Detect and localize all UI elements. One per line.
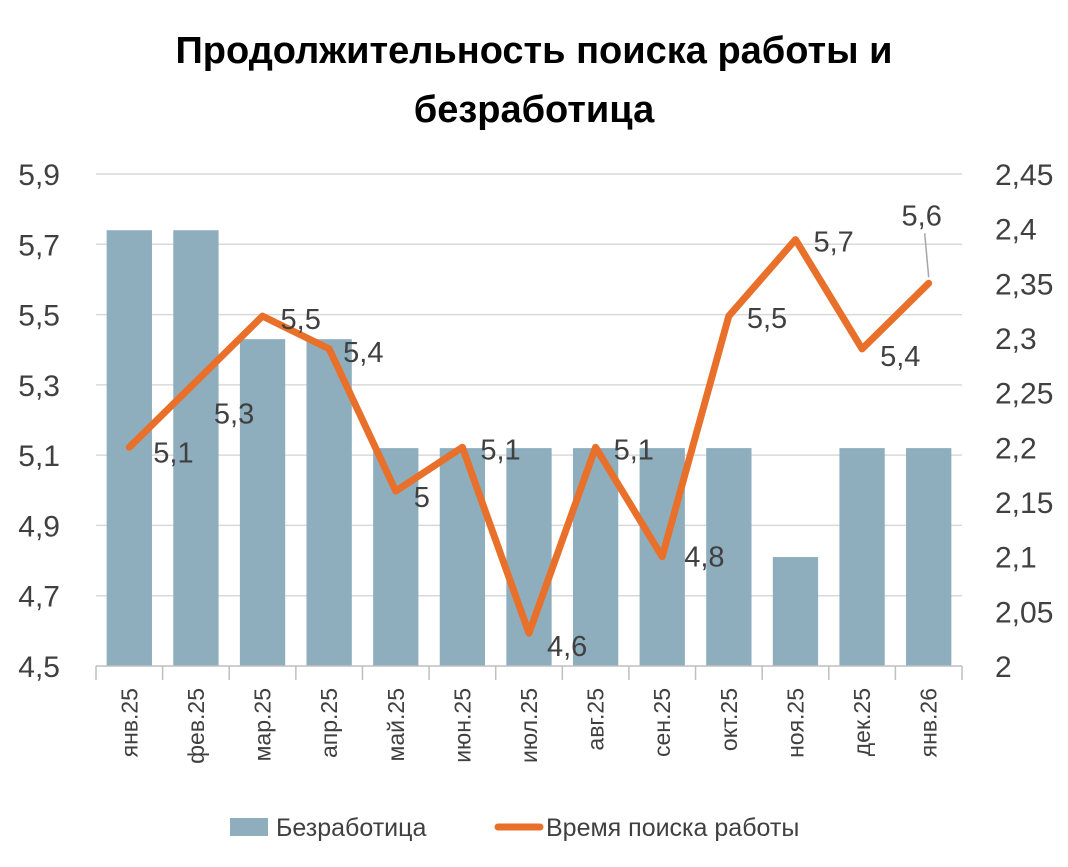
legend-label-unemployment: Безработица	[276, 814, 426, 842]
left-axis-tick-label: 4,9	[18, 510, 60, 543]
line-series-search-time	[125, 236, 933, 637]
category-label: июл.25	[516, 688, 542, 763]
line-data-label: 5,1	[153, 437, 193, 469]
line-data-label: 5	[414, 482, 430, 514]
bar	[772, 557, 819, 666]
category-label: апр.25	[316, 688, 342, 758]
category-label: ноя.25	[782, 688, 808, 758]
line-data-label: 5,4	[880, 341, 920, 373]
line-data-label: 5,7	[813, 227, 853, 259]
bar	[839, 448, 885, 666]
left-axis-tick-label: 5,5	[18, 300, 60, 333]
bar-series-unemployment	[106, 230, 952, 666]
right-axis-tick-label: 2	[995, 651, 1012, 684]
category-label: окт.25	[716, 688, 742, 751]
bar	[906, 448, 952, 666]
axes: 4,5 4,7 4,9 5,1 5,3 5,5 5,7 5,9 2 2,05 2,1 2,15 2,2 2…	[18, 159, 1053, 764]
chart-title-line-1: Продолжительность поиска работы и	[175, 30, 892, 72]
chart-title-line-2: безработица	[414, 89, 655, 131]
right-axis-tick-label: 2,1	[995, 542, 1037, 575]
category-label: дек.25	[849, 688, 875, 756]
bar	[239, 339, 286, 666]
category-label: май.25	[383, 688, 409, 761]
category-label: мар.25	[250, 688, 276, 761]
bar	[173, 230, 219, 666]
right-axis-tick-label: 2,35	[995, 268, 1053, 301]
category-label: сен.25	[649, 688, 675, 757]
bar	[706, 448, 752, 666]
left-axis-tick-label: 5,1	[18, 440, 60, 473]
left-axis-tick-label: 5,3	[18, 370, 60, 403]
right-axis-tick-label: 2,25	[995, 378, 1053, 411]
legend-label-search-time: Время поиска работы	[546, 814, 799, 842]
category-label: янв.25	[116, 688, 142, 757]
category-label: янв.26	[916, 688, 942, 757]
right-axis-tick-label: 2,15	[995, 487, 1053, 520]
line-data-label: 5,1	[480, 434, 520, 466]
line-data-label: 4,6	[547, 631, 587, 663]
line-data-label: 4,8	[684, 542, 724, 574]
right-axis-tick-label: 2,05	[995, 596, 1053, 629]
legend: Безработица Время поиска работы	[230, 814, 799, 842]
line-data-label: 5,1	[614, 434, 654, 466]
leader-line	[923, 233, 930, 278]
category-label: авг.25	[583, 688, 609, 751]
series-line	[125, 236, 933, 637]
category-label: июн.25	[449, 688, 475, 763]
right-axis-tick-label: 2,45	[995, 159, 1053, 192]
line-data-label: 5,5	[281, 304, 321, 336]
category-label: фев.25	[183, 688, 209, 764]
left-axis-tick-label: 4,7	[18, 581, 60, 614]
right-axis-tick-label: 2,2	[995, 432, 1037, 465]
bar	[439, 448, 486, 666]
line-data-label: 5,3	[214, 399, 254, 431]
right-axis-tick-label: 2,3	[995, 323, 1037, 356]
line-data-label: 5,5	[747, 303, 787, 335]
bar	[306, 339, 352, 666]
right-axis-tick-label: 2,4	[995, 214, 1037, 247]
data-labels: 5,1 5,3 5,5 5,4 5 5,1 4,6 5,1 4,8 5,5 5,7 5,4 5,6	[153, 200, 942, 663]
legend-swatch-unemployment	[230, 818, 268, 836]
left-axis-tick-label: 5,9	[18, 159, 60, 192]
left-axis-tick-label: 4,5	[18, 651, 60, 684]
line-data-label: 5,4	[343, 337, 383, 369]
left-axis-tick-label: 5,7	[18, 229, 60, 262]
line-data-label: 5,6	[902, 200, 942, 232]
